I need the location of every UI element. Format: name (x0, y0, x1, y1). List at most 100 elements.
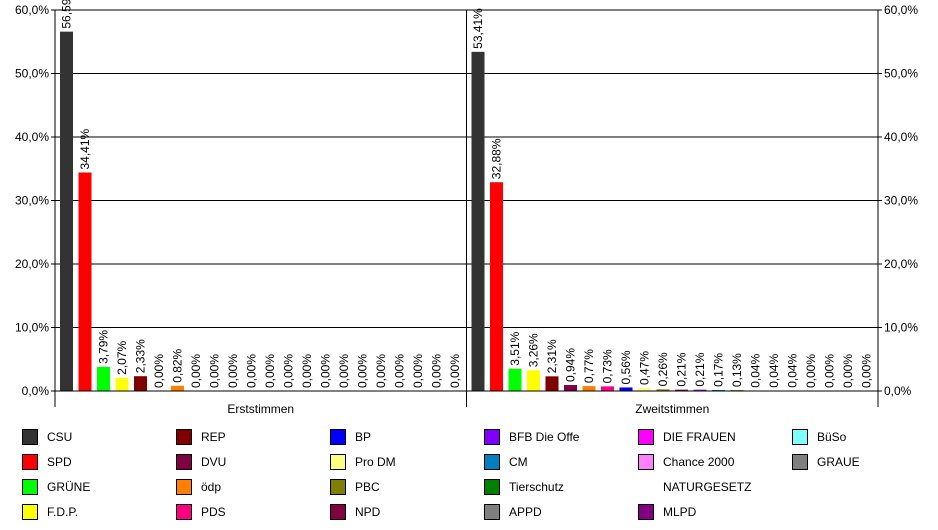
data-label: 53,41% (471, 8, 485, 49)
legend-item: GRÜNE (22, 474, 176, 499)
bar (78, 172, 92, 391)
legend-item: SPD (22, 449, 176, 474)
data-label: 0,00% (208, 354, 222, 388)
legend-item: BP (330, 424, 484, 449)
data-label: 0,00% (841, 354, 855, 388)
data-label: 0,56% (619, 350, 633, 384)
data-label: 0,00% (337, 354, 351, 388)
legend-swatch (638, 503, 654, 520)
legend-label: BüSo (817, 429, 847, 444)
chart-legend: CSU REP BP BFB Die Offe DIE FRAUEN BüSo SPD DVU… (22, 424, 922, 524)
y-tick-label-right: 40,0% (884, 130, 918, 144)
legend-label: DVU (201, 454, 227, 469)
bar (601, 386, 614, 391)
legend-swatch (176, 478, 192, 495)
bar (545, 376, 559, 391)
data-label: 0,00% (393, 354, 407, 388)
bar (134, 376, 147, 391)
legend-label: BFB Die Offe (509, 429, 580, 444)
data-label: 0,04% (786, 353, 800, 387)
y-tick-label-left: 20,0% (15, 257, 49, 271)
legend-label: BP (355, 429, 372, 444)
y-tick-label-left: 10,0% (15, 321, 49, 335)
legend-label: GRÜNE (47, 479, 91, 494)
legend-item: Chance 2000 (638, 449, 792, 474)
data-label: 56,59% (60, 0, 74, 29)
data-label: 0,73% (601, 349, 615, 383)
legend-item: REP (176, 424, 330, 449)
legend-item: CM (484, 449, 638, 474)
legend-item: Tierschutz (484, 474, 638, 499)
legend-swatch (22, 478, 38, 495)
data-label: 0,21% (693, 352, 707, 386)
data-label: 0,00% (152, 354, 166, 388)
bar (508, 368, 522, 391)
data-label: 0,94% (564, 348, 578, 382)
legend-item: BFB Die Offe (484, 424, 638, 449)
x-category-label: Zweitstimmen (635, 402, 709, 416)
legend-swatch (22, 428, 38, 445)
legend-swatch (484, 503, 500, 520)
legend-label: REP (201, 429, 226, 444)
legend-item: PDS (176, 499, 330, 524)
legend-swatch (638, 428, 654, 445)
legend-item: F.D.P. (22, 499, 176, 524)
data-label: 0,00% (860, 354, 874, 388)
data-label: 0,00% (282, 354, 296, 388)
legend-swatch (22, 503, 38, 520)
legend-label: Tierschutz (509, 479, 564, 494)
data-label: 0,00% (245, 354, 259, 388)
bar (115, 377, 129, 391)
data-label: 3,26% (527, 333, 541, 367)
y-tick-label-left: 50,0% (15, 67, 49, 81)
legend-item: ödp (176, 474, 330, 499)
y-tick-label-right: 0,0% (884, 384, 912, 398)
legend-item: APPD (484, 499, 638, 524)
bar (675, 389, 688, 391)
legend-label: SPD (47, 454, 72, 469)
legend-item: GRAUE (792, 449, 938, 474)
legend-label: CSU (47, 429, 73, 444)
legend-swatch (330, 478, 346, 495)
data-label: 0,00% (226, 354, 240, 388)
y-tick-label-left: 0,0% (22, 384, 50, 398)
data-label: 0,47% (638, 351, 652, 385)
legend-label: Chance 2000 (663, 454, 735, 469)
data-label: 0,21% (675, 352, 689, 386)
legend-item: NATURGESETZ (638, 474, 792, 499)
legend-swatch (176, 428, 192, 445)
legend-label: CM (509, 454, 528, 469)
bar (564, 385, 577, 391)
legend-label: MLPD (663, 504, 697, 519)
y-tick-label-right: 60,0% (884, 3, 918, 17)
legend-item: CSU (22, 424, 176, 449)
data-label: 2,33% (134, 339, 148, 373)
data-label: 0,04% (767, 353, 781, 387)
legend-label: PDS (201, 504, 226, 519)
legend-item: DIE FRAUEN (638, 424, 792, 449)
bar (638, 388, 651, 391)
legend-label: PBC (355, 479, 380, 494)
data-label: 2,07% (115, 341, 129, 375)
legend-label: DIE FRAUEN (663, 429, 736, 444)
data-label: 34,41% (78, 128, 92, 169)
legend-item: NPD (330, 499, 484, 524)
data-label: 0,00% (430, 354, 444, 388)
bar (693, 389, 707, 391)
legend-label: Pro DM (355, 454, 396, 469)
data-label: 0,00% (263, 354, 277, 388)
legend-swatch (484, 428, 500, 445)
legend-empty-cell (792, 474, 938, 499)
legend-empty-cell (792, 499, 938, 524)
data-label: 0,17% (712, 353, 726, 387)
legend-swatch (792, 428, 808, 445)
y-tick-label-left: 30,0% (15, 194, 49, 208)
legend-swatch (330, 428, 346, 445)
bar (527, 370, 540, 391)
y-tick-label-right: 10,0% (884, 321, 918, 335)
data-label: 0,26% (656, 352, 670, 386)
legend-swatch (330, 503, 346, 520)
y-tick-label-left: 60,0% (15, 3, 49, 17)
bar (171, 385, 184, 391)
legend-swatch (22, 453, 38, 470)
